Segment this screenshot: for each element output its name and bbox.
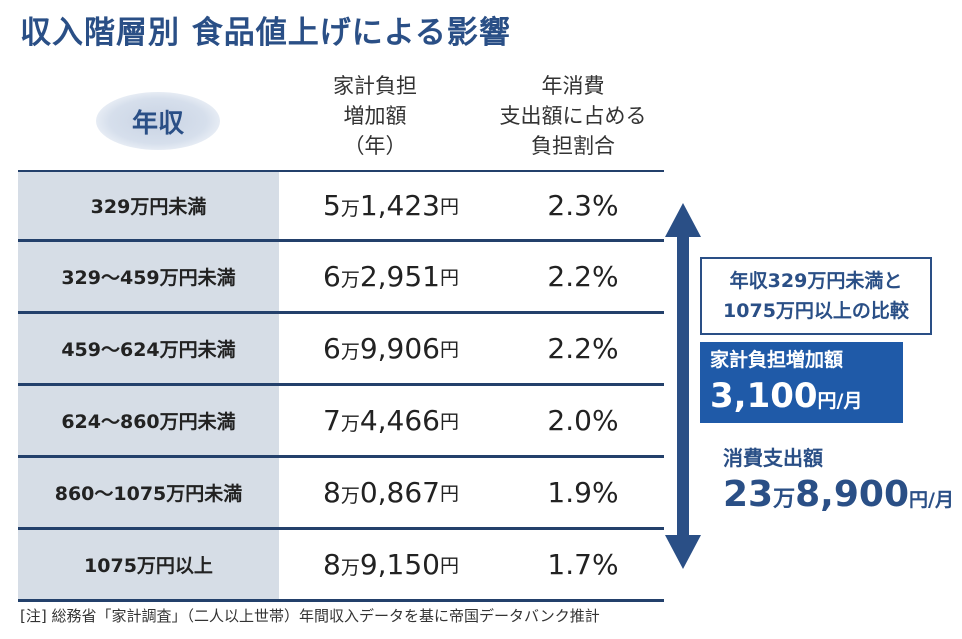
source-note: [注] 総務省「家計調査」（二人以上世帯）年間収入データを基に帝国データバンク推… — [20, 607, 600, 625]
burden-cost-value: 6万 9,906 円 — [296, 314, 486, 383]
cost-column-header: 家計負担 増加額 （年） — [290, 66, 460, 166]
spend-value-line: 23万8,900円/月 — [723, 470, 954, 526]
income-impact-table: 329万円未満 5万 1,423 円 2.3% 329～459万円未満 6万 2,951 円 2.… — [18, 170, 664, 602]
burden-increase-box: 家計負担増加額 3,100円/月 — [700, 342, 903, 423]
income-bracket-label: 1075万円以上 — [18, 530, 279, 599]
cost-unit: 円 — [440, 196, 460, 218]
burden-cost-value: 6万 2,951 円 — [296, 242, 486, 311]
burden-ratio-value: 1.7% — [547, 548, 619, 581]
cost-man: 8万 — [322, 548, 360, 581]
comparison-label-box: 年収329万円未満と 1075万円以上の比較 — [700, 257, 932, 335]
cost-man: 7万 — [322, 404, 360, 437]
spend-title: 消費支出額 — [723, 446, 823, 470]
burden-value-line: 3,100円/月 — [710, 374, 893, 424]
table-row: 1075万円以上 8万 9,150 円 1.7% — [18, 530, 664, 602]
cost-man: 5万 — [322, 189, 360, 222]
cost-header-line-2: 増加額 — [343, 104, 407, 128]
income-bracket-label: 459～624万円未満 — [18, 314, 279, 383]
burden-value: 3,100 — [710, 376, 818, 416]
burden-ratio-value: 2.3% — [547, 189, 619, 222]
burden-ratio-value: 1.9% — [547, 476, 619, 509]
cost-rest: 9,906 — [359, 332, 440, 365]
burden-unit: 円/月 — [817, 390, 863, 412]
spend-man-unit: 万 — [773, 487, 796, 512]
cost-man: 6万 — [322, 332, 360, 365]
income-bracket-label: 329万円未満 — [18, 172, 279, 239]
income-column-header: 年収 — [96, 92, 220, 150]
page-title: 収入階層別 食品値上げによる影響 — [20, 15, 511, 51]
cost-rest: 0,867 — [359, 476, 440, 509]
ratio-header-line-3: 負担割合 — [531, 134, 615, 158]
table-row: 459～624万円未満 6万 9,906 円 2.2% — [18, 314, 664, 386]
burden-cost-value: 8万 0,867 円 — [296, 458, 486, 527]
ratio-column-header: 年消費 支出額に占める 負担割合 — [488, 66, 658, 166]
income-bracket-label: 624～860万円未満 — [18, 386, 279, 455]
cost-unit: 円 — [440, 483, 460, 505]
cost-man: 8万 — [322, 476, 360, 509]
range-double-arrow-icon — [665, 203, 701, 569]
burden-cost-value: 7万 4,466 円 — [296, 386, 486, 455]
table-row: 624～860万円未満 7万 4,466 円 2.0% — [18, 386, 664, 458]
cost-rest: 1,423 — [359, 189, 440, 222]
comparison-line-2: 1075万円以上の比較 — [723, 300, 909, 322]
income-bracket-label: 329～459万円未満 — [18, 242, 279, 311]
burden-cost-value: 8万 9,150 円 — [296, 530, 486, 599]
income-bracket-label: 860～1075万円未満 — [18, 458, 279, 527]
table-row: 860～1075万円未満 8万 0,867 円 1.9% — [18, 458, 664, 530]
burden-cost-value: 5万 1,423 円 — [296, 172, 486, 239]
cost-rest: 9,150 — [359, 548, 440, 581]
burden-ratio-value: 2.2% — [547, 332, 619, 365]
cost-rest: 2,951 — [359, 260, 440, 293]
cost-header-line-3: （年） — [343, 134, 407, 158]
spend-value-rest: 8,900 — [795, 474, 909, 515]
spend-value-man: 23 — [723, 474, 774, 515]
cost-unit: 円 — [440, 267, 460, 289]
cost-unit: 円 — [440, 555, 460, 577]
spend-unit: 円/月 — [909, 489, 954, 511]
burden-ratio-value: 2.0% — [547, 404, 619, 437]
cost-rest: 4,466 — [359, 404, 440, 437]
cost-unit: 円 — [440, 339, 460, 361]
cost-unit: 円 — [440, 411, 460, 433]
comparison-line-1: 年収329万円未満と — [729, 270, 903, 292]
ratio-header-line-1: 年消費 — [541, 74, 605, 98]
table-row: 329万円未満 5万 1,423 円 2.3% — [18, 170, 664, 242]
table-row: 329～459万円未満 6万 2,951 円 2.2% — [18, 242, 664, 314]
cost-header-line-1: 家計負担 — [333, 74, 417, 98]
burden-title: 家計負担増加額 — [710, 349, 844, 371]
ratio-header-line-2: 支出額に占める — [499, 104, 647, 128]
cost-man: 6万 — [322, 260, 360, 293]
burden-ratio-value: 2.2% — [547, 260, 619, 293]
